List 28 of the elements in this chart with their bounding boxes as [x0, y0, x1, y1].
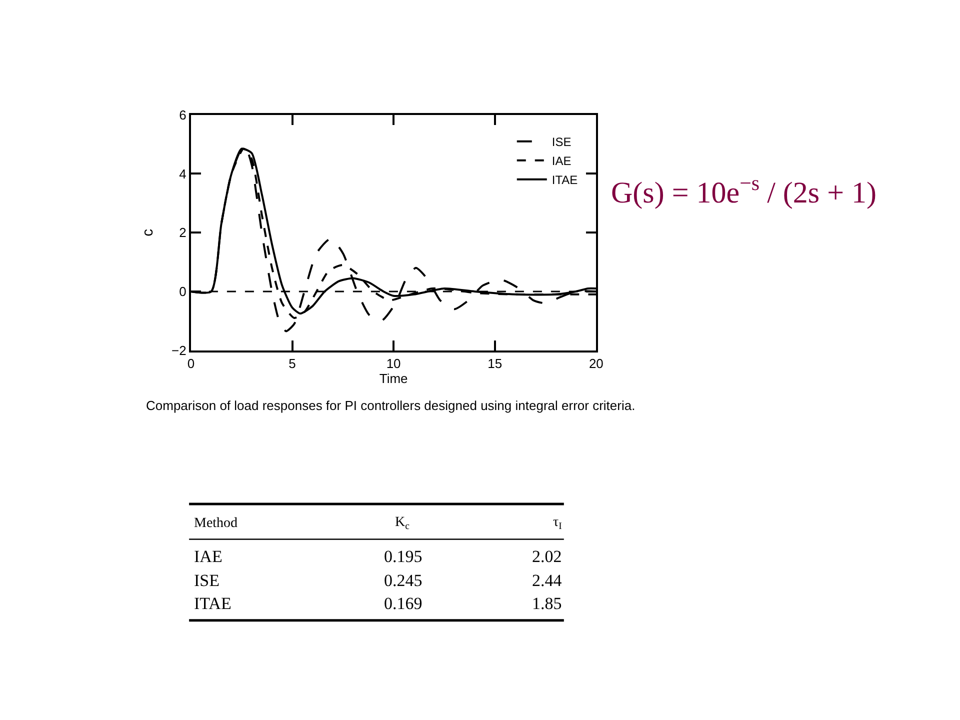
y-tick-label: 6 [179, 107, 186, 122]
text: 1.85 [532, 594, 562, 613]
text: 0.169 [384, 594, 422, 613]
x-tick-label: 10 [386, 356, 401, 371]
text: K$_{c}$ [395, 515, 410, 532]
text: 0.245 [384, 571, 422, 590]
text: IAE [194, 547, 222, 566]
text: 2.02 [532, 547, 562, 566]
x-tick-label: 15 [488, 356, 502, 371]
text: Method [194, 516, 238, 531]
y-tick-label: −2 [172, 342, 186, 358]
text: G(s) = 10e$^{−s}$ / (2s + 1) [611, 171, 876, 210]
x-tick-label: 20 [588, 356, 604, 371]
x-axis-title: Time [379, 371, 408, 386]
legend-label: IAE [552, 154, 572, 168]
y-axis-title: c [139, 228, 156, 236]
text: 0.195 [384, 547, 422, 566]
y-tick-label: 4 [179, 166, 186, 182]
text: ITAE [194, 594, 232, 613]
legend-label: ITAE [552, 173, 578, 188]
text: τ$_{I}$ [553, 515, 562, 532]
y-tick-label: 0 [179, 284, 186, 300]
x-tick-label: 5 [288, 356, 296, 371]
text: 2.44 [532, 571, 562, 590]
text: Comparison of load responses for PI controllers designed using integral error criteria. [146, 398, 636, 413]
legend-label: ISE [552, 135, 572, 150]
y-tick-label: 2 [179, 225, 186, 240]
text: ISE [194, 571, 220, 590]
